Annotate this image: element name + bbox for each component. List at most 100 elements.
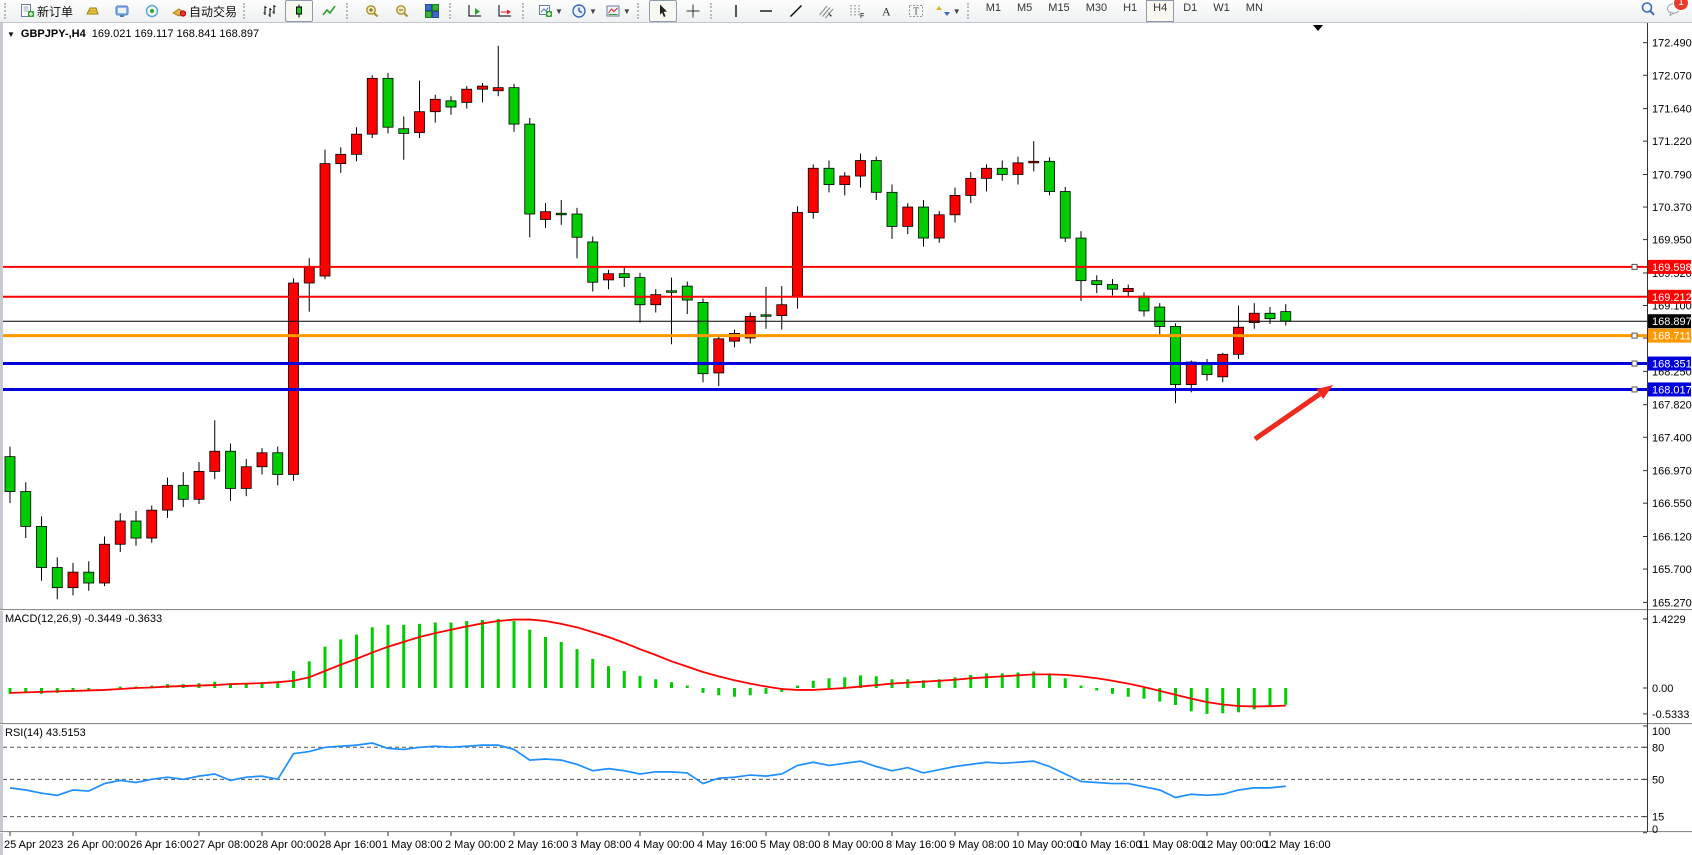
candle: [1154, 303, 1166, 337]
toolbar-chat-button[interactable]: 1: [1666, 0, 1689, 22]
candle: [571, 207, 583, 259]
toolbar-new-chart-button[interactable]: ▼: [534, 0, 566, 22]
time-tick-label: 2 May 00:00: [445, 839, 506, 851]
toolbar-auto-scroll-button[interactable]: [461, 0, 489, 22]
main-price-pane[interactable]: [3, 25, 1647, 600]
toolbar-cycle-lines-button[interactable]: F: [842, 0, 870, 22]
pivot-line-168711-handle[interactable]: [1631, 332, 1638, 339]
time-tick-label: 11 May 08:00: [1138, 839, 1204, 851]
timeframe-button-MN[interactable]: MN: [1245, 2, 1263, 14]
price-badge-label: 168.711: [1652, 331, 1691, 343]
candle: [618, 267, 630, 287]
price-axis[interactable]: 172.490 172.070 171.640 171.220 170.790 170.3…: [1643, 38, 1692, 836]
toolbar-shapes-button[interactable]: ▼: [932, 0, 964, 22]
candle: [1059, 186, 1071, 242]
toolbar-candlestick-chart-button[interactable]: [285, 0, 314, 22]
timeframe-button-M30[interactable]: M30: [1085, 2, 1108, 14]
candle: [1028, 141, 1040, 172]
crosshair-icon: [686, 4, 700, 18]
time-axis[interactable]: 25 Apr 2023 26 Apr 00:00 26 Apr 16:00 27 Ap…: [4, 832, 1331, 851]
candle: [744, 312, 756, 344]
chart-canvas[interactable]: 172.490 172.070 171.640 171.220 170.790 170.3…: [0, 23, 1692, 855]
toolbar-market-watch-button[interactable]: [108, 0, 136, 22]
toolbar-grip: [449, 3, 458, 19]
toolbar-cursor-button[interactable]: [648, 0, 677, 22]
toolbar-text-button[interactable]: A: [872, 0, 900, 22]
zoom-in-icon: [366, 5, 379, 18]
chart-shift-marker-icon[interactable]: [1313, 25, 1323, 31]
toolbar-grip: [709, 3, 719, 19]
toolbar-search-button[interactable]: [1640, 1, 1656, 22]
svg-text:A: A: [882, 5, 891, 19]
candle: [1044, 157, 1055, 196]
toolbar-chart-shift-button[interactable]: [491, 0, 519, 22]
candle: [414, 80, 425, 139]
macd-pane[interactable]: [8, 618, 1288, 714]
macd-tick-label: 1.4229: [1652, 614, 1686, 626]
chevron-down-icon[interactable]: ▼: [952, 6, 961, 16]
toolbar-horizontal-line-button[interactable]: [752, 0, 780, 22]
toolbar-text-label-button[interactable]: T: [902, 0, 930, 22]
toolbar-line-chart-button[interactable]: [315, 0, 343, 22]
timeframe-button-W1[interactable]: W1: [1213, 2, 1230, 14]
chevron-down-icon[interactable]: ▼: [555, 6, 563, 16]
candle: [823, 160, 835, 193]
chart-window[interactable]: 172.490 172.070 171.640 171.220 170.790 170.3…: [0, 23, 1692, 855]
toolbar-fibonacci-button[interactable]: [812, 0, 840, 22]
toolbar-trend-line-button[interactable]: [782, 0, 810, 22]
price-tick-label: 166.970: [1652, 466, 1692, 478]
chart-menu-arrow-icon[interactable]: ▼: [7, 29, 15, 39]
candle: [666, 277, 677, 345]
shapes-icon: [935, 6, 950, 16]
toolbar-grip: [522, 3, 531, 19]
rsi-pane[interactable]: [3, 742, 1647, 818]
timeframe-button-M5[interactable]: M5: [1017, 2, 1033, 14]
macd-tick-label: -0.5333: [1652, 709, 1689, 721]
new-chart-icon: [539, 5, 553, 17]
periods-icon: [572, 4, 586, 18]
chevron-down-icon[interactable]: ▼: [622, 6, 631, 16]
time-tick-label: 4 May 16:00: [697, 839, 758, 851]
timeframe-button-D1[interactable]: D1: [1183, 2, 1198, 14]
toolbar-zoom-out-button[interactable]: [388, 0, 416, 22]
vertical-line-icon: [735, 5, 737, 17]
toolbar-crosshair-button[interactable]: [679, 0, 707, 22]
timeframe-button-H1[interactable]: H1: [1123, 2, 1138, 14]
trend-arrow-head[interactable]: [1316, 385, 1333, 400]
toolbar-zoom-in-button[interactable]: [358, 0, 386, 22]
price-tick-label: 169.950: [1652, 235, 1692, 247]
market-watch-icon: [115, 5, 129, 17]
toolbar-periods-button[interactable]: ▼: [568, 0, 600, 22]
toolbar-bar-chart-button[interactable]: [255, 0, 283, 22]
chart-shift-icon: [498, 5, 512, 17]
timeframe-button-M1[interactable]: M1: [985, 2, 1001, 14]
rsi-tick-label: 15: [1652, 812, 1664, 824]
support-line-168017-handle[interactable]: [1631, 386, 1638, 393]
toolbar-auto-trading-button[interactable]: 自动交易: [168, 0, 240, 22]
toolbar-signals-button[interactable]: [138, 0, 166, 22]
candle: [540, 203, 551, 228]
price-tick-label: 167.400: [1652, 432, 1692, 444]
toolbar-new-order-button[interactable]: 新订单: [16, 0, 76, 22]
timeframe-button-H4[interactable]: H4: [1146, 0, 1175, 22]
candle: [1107, 279, 1118, 296]
toolbar-gold-ingot-button[interactable]: [78, 0, 106, 22]
support-line-168351-handle[interactable]: [1631, 360, 1638, 367]
price-badge-169.598: [1648, 259, 1691, 274]
chevron-down-icon[interactable]: ▼: [588, 6, 597, 16]
resistance-line-169598-handle[interactable]: [1631, 263, 1638, 270]
toolbar-templates-button[interactable]: ▼: [602, 0, 634, 22]
time-tick-label: 5 May 08:00: [760, 839, 821, 851]
candle: [807, 164, 819, 219]
timeframe-button-M15[interactable]: M15: [1048, 2, 1070, 14]
price-badge-label: 168.351: [1652, 359, 1692, 371]
candle: [351, 127, 362, 162]
candle: [398, 116, 410, 160]
toolbar-tile-windows-button[interactable]: [418, 0, 446, 22]
toolbar: 新订单 自动交易 ▼ ▼ ▼ F A T ▼ M1 M5 M15 M30 H1 H4 D1 W1 MN 1: [0, 0, 1692, 23]
candle: [4, 446, 16, 504]
toolbar-vertical-line-button[interactable]: [722, 0, 750, 22]
candle: [193, 462, 205, 504]
candle: [1233, 305, 1244, 359]
trend-arrow-annotation[interactable]: [1253, 392, 1322, 442]
